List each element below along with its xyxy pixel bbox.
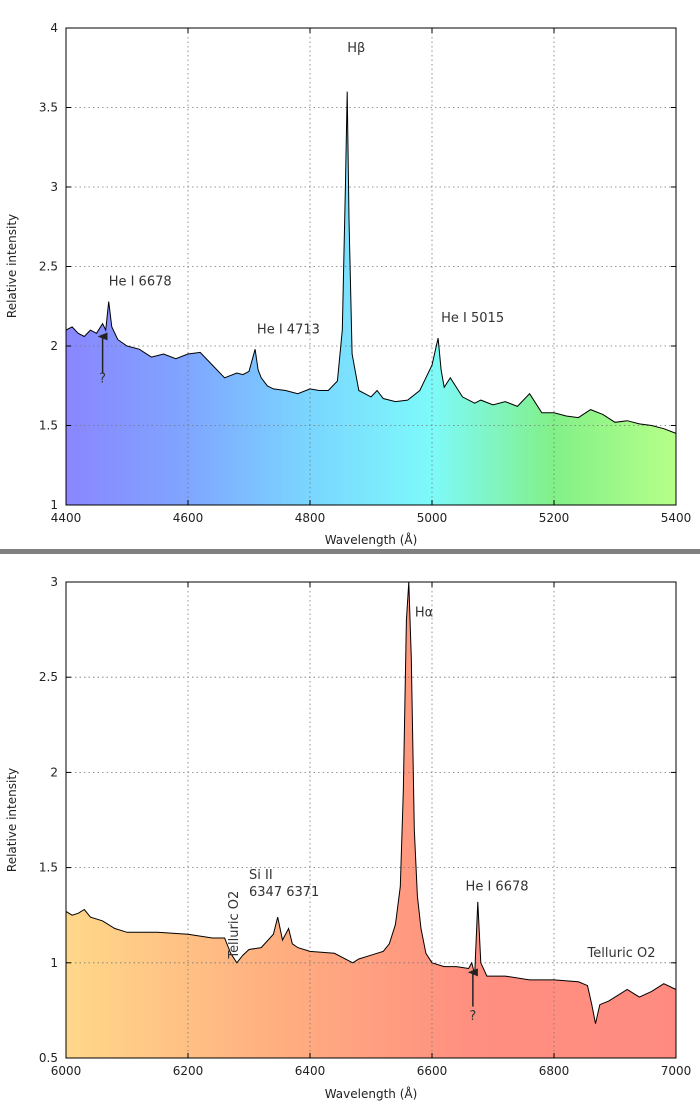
annotation-label: Telluric O2: [587, 946, 656, 961]
grid-lines: [66, 582, 676, 1058]
annotation-label: Telluric O2: [227, 891, 242, 960]
annotation-label: He I 6678: [466, 879, 529, 894]
x-tick-label: 6400: [295, 1064, 326, 1078]
x-tick-label: 6600: [417, 1064, 448, 1078]
plot-frame: [65, 581, 677, 1059]
annotation-question-mark: ?: [469, 1009, 476, 1024]
y-tick-label: 1: [50, 498, 58, 512]
y-tick-label: 4: [50, 21, 58, 35]
annotation-label: Hα: [415, 605, 433, 620]
y-axis-title: Relative intensity: [5, 768, 19, 872]
annotation-label: He I 4713: [257, 322, 320, 337]
annotation-label: He I 5015: [441, 311, 504, 326]
x-tick-label: 6000: [51, 1064, 82, 1078]
x-tick-label: 5200: [539, 511, 570, 525]
x-tick-label: 6800: [539, 1064, 570, 1078]
y-tick-label: 1.5: [39, 861, 58, 875]
annotation-label: 6347 6371: [249, 885, 319, 900]
panel-separator: [0, 549, 700, 554]
annotation-label: Hβ: [347, 41, 365, 56]
top-chart-blue-spectrum: 4400 4600 4800 5000 5200 5400 1 1.5 2 2.5 3 3.5 4 He…: [5, 21, 691, 547]
y-tick-label: 1: [50, 956, 58, 970]
y-tick-label: 3: [50, 575, 58, 589]
y-tick-label: 3: [50, 180, 58, 194]
annotation-question-mark: ?: [99, 372, 106, 387]
line-annotations: He I 6678 He I 4713 Hβ He I 5015?: [97, 41, 504, 387]
y-tick-label: 2.5: [39, 670, 58, 684]
x-tick-label: 5400: [661, 511, 692, 525]
spectrum-area-fill: [66, 91, 676, 505]
x-tick-label: 4400: [51, 511, 82, 525]
x-axis-title: Wavelength (Å): [325, 1086, 418, 1101]
y-tick-label: 2: [50, 339, 58, 353]
x-tick-label: 4600: [173, 511, 204, 525]
x-axis-title: Wavelength (Å): [325, 532, 418, 547]
axis-ticks: 4400 4600 4800 5000 5200 5400 1 1.5 2 2.5 3 3.5 4: [39, 21, 691, 525]
spectrum-area-fill: [66, 582, 676, 1058]
y-tick-label: 2.5: [39, 260, 58, 274]
line-annotations: Telluric O2 Si II 6347 6371 Hα He I 6678 Tell…: [227, 605, 656, 1024]
spectrum-line: [65, 91, 677, 434]
grid-lines: [66, 28, 676, 505]
x-tick-label: 6200: [173, 1064, 204, 1078]
annotation-label: He I 6678: [109, 275, 172, 290]
y-tick-label: 0.5: [39, 1051, 58, 1065]
x-tick-label: 7000: [661, 1064, 692, 1078]
annotation-label: Si II: [249, 868, 273, 883]
y-axis-title: Relative intensity: [5, 214, 19, 318]
y-tick-label: 1.5: [39, 419, 58, 433]
x-tick-label: 5000: [417, 511, 448, 525]
spectrum-line: [65, 581, 677, 1024]
bottom-chart-red-spectrum: 6000 6200 6400 6600 6800 7000 0.5 1 1.5 2 2.5 3 Tel…: [5, 575, 691, 1101]
y-tick-label: 3.5: [39, 101, 58, 115]
y-tick-label: 2: [50, 765, 58, 779]
x-tick-label: 4800: [295, 511, 326, 525]
axis-ticks: 6000 6200 6400 6600 6800 7000 0.5 1 1.5 2 2.5 3: [39, 575, 691, 1078]
